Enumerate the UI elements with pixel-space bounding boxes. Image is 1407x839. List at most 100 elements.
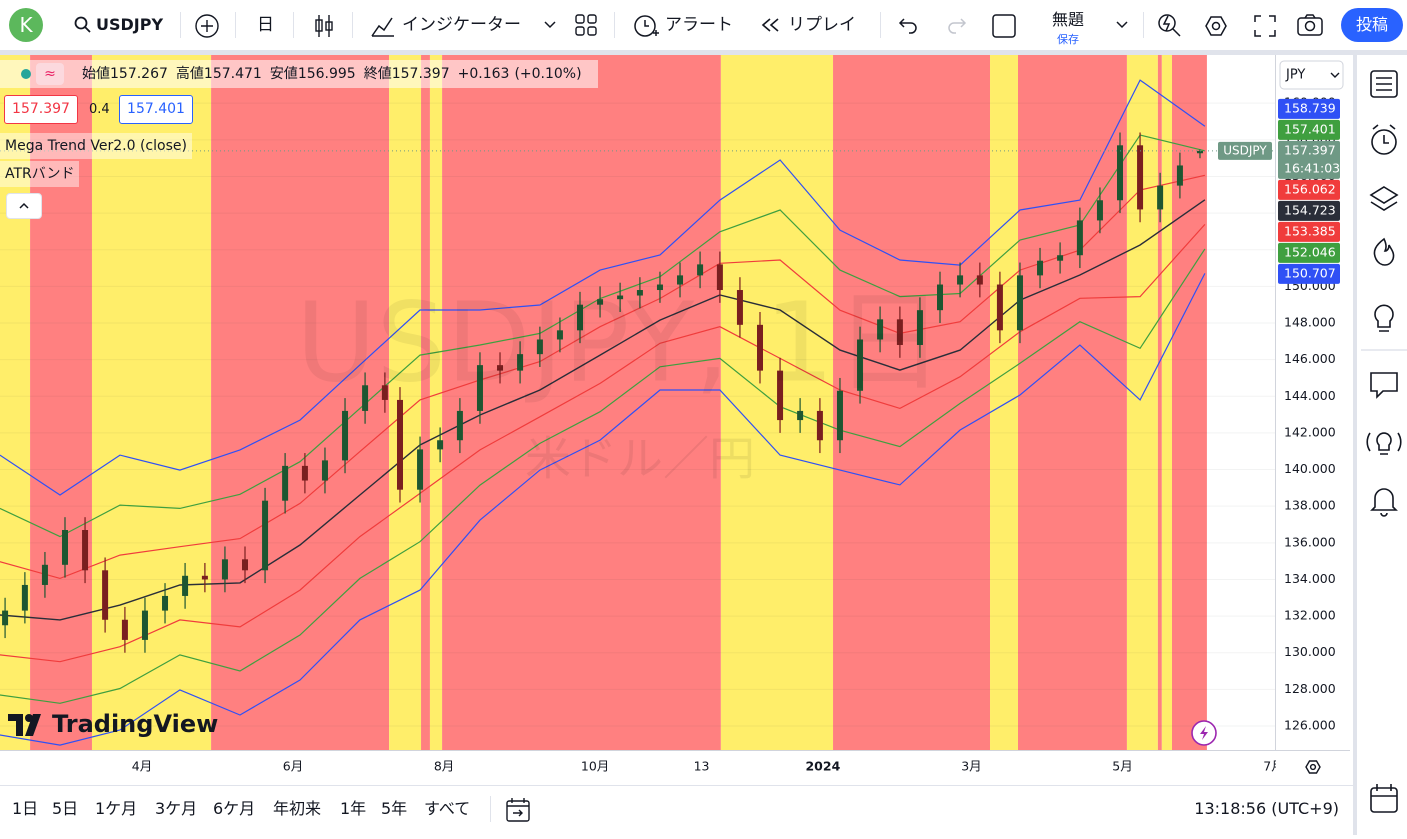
candle-body [1016, 275, 1023, 331]
candle-body [381, 385, 388, 400]
candle-body [476, 365, 483, 411]
range-button[interactable]: 5年 [381, 799, 408, 818]
range-button[interactable]: 6ケ月 [213, 799, 256, 818]
clock[interactable]: 13:18:56 (UTC+9) [1194, 799, 1339, 818]
alert-button[interactable]: アラート [665, 15, 733, 35]
band-line [0, 223, 1206, 663]
bid-box[interactable]: 157.397 [4, 95, 78, 124]
trend-zone [421, 55, 430, 750]
range-button[interactable]: 1ケ月 [95, 799, 138, 818]
range-button[interactable]: 1日 [12, 799, 39, 818]
ask-box[interactable]: 157.401 [119, 95, 193, 124]
goto-date-button[interactable] [505, 797, 531, 823]
streams-icon[interactable] [1366, 432, 1402, 455]
candle-body [636, 290, 643, 296]
indicators-button[interactable]: インジケーター [402, 15, 521, 35]
publish-button[interactable]: 投稿 [1341, 8, 1403, 42]
y-tick-label: 138.000 [1284, 498, 1336, 513]
y-tick-label: 146.000 [1284, 351, 1336, 366]
redo-button[interactable] [945, 16, 967, 34]
x-tick-label: 8月 [434, 759, 454, 774]
object-tree-icon[interactable] [1369, 186, 1399, 211]
candle-body [241, 559, 248, 571]
candle-body [716, 264, 723, 291]
candle-body [597, 299, 604, 305]
chats-icon[interactable] [1370, 372, 1398, 399]
bottom-bar: 1日 5日 1ケ月 3ケ月 6ケ月 年初来 1年 5年 すべて 13:18:56 (UTC+9) [0, 785, 1353, 836]
candle-body [396, 399, 403, 490]
settings-dot [1309, 763, 1317, 771]
layout-button[interactable] [575, 14, 597, 36]
x-tick-label: 5月 [1112, 759, 1132, 774]
symbol-tag-label: USDJPY [1223, 143, 1267, 157]
settings-button[interactable] [1203, 13, 1229, 39]
ohlc-label: 終値 [363, 66, 392, 82]
indicator-label[interactable]: Mega Trend Ver2.0 (close) [0, 133, 192, 159]
layout-name[interactable]: 無題 [1051, 10, 1084, 29]
candle-body [777, 370, 784, 421]
candle-body [321, 460, 328, 481]
candle-body [816, 410, 823, 441]
watchlist-icon[interactable] [1370, 70, 1398, 98]
candle-body [957, 275, 964, 285]
y-tick-label: 142.000 [1284, 424, 1336, 439]
ohlc-label: 安値 [269, 66, 298, 82]
range-button[interactable]: 5日 [52, 799, 79, 818]
notifications-icon[interactable] [1370, 488, 1398, 517]
avatar[interactable]: K [9, 8, 43, 42]
undo-button[interactable] [898, 16, 920, 34]
separator [235, 12, 236, 38]
layout-chevron[interactable] [1116, 20, 1128, 30]
candle-body [141, 610, 148, 640]
candle-body [976, 275, 983, 285]
countdown-label: 16:41:03 [1284, 160, 1340, 175]
compare-button[interactable] [194, 13, 220, 39]
fullscreen-layout-button[interactable] [991, 13, 1017, 39]
collapse-chevron [19, 202, 29, 209]
indicator-icon [371, 17, 394, 37]
y-tick-label: 144.000 [1284, 388, 1336, 403]
range-button[interactable]: 年初来 [273, 799, 322, 818]
candle-body [1137, 145, 1144, 210]
hotlists-icon[interactable] [1373, 237, 1395, 266]
candle-body [456, 410, 463, 441]
interval-button[interactable]: 日 [257, 15, 274, 35]
replay-button[interactable]: リプレイ [788, 15, 856, 35]
candle-body [697, 264, 704, 276]
lightning-button[interactable] [1191, 720, 1217, 746]
trend-zone [1171, 55, 1207, 750]
currency-select[interactable] [1279, 60, 1344, 90]
separator [180, 12, 181, 38]
right-sidebar [1353, 55, 1407, 835]
range-button[interactable]: 1年 [340, 799, 367, 818]
trend-zone [0, 55, 31, 750]
currency-label: JPY [1285, 68, 1305, 83]
alerts-icon[interactable] [1371, 124, 1397, 155]
candle-body [556, 330, 563, 340]
chart-type-button[interactable] [312, 13, 336, 39]
calendar-icon[interactable] [1370, 784, 1398, 813]
symbol-tag: USDJPY [1218, 141, 1272, 160]
candle-body [517, 354, 524, 371]
candle-body [301, 465, 308, 481]
settings-icon[interactable] [1305, 760, 1321, 774]
indicator-label[interactable]: ATRバンド [0, 161, 80, 187]
alert-icon [634, 15, 659, 37]
band-line [0, 273, 1206, 746]
range-button[interactable]: すべて [424, 799, 471, 818]
range-button[interactable]: 3ケ月 [155, 799, 198, 818]
ohlc-text: 始値157.267 高値157.471 安値156.995 終値157.397 +0.1… [82, 60, 582, 88]
fullscreen-button[interactable] [1253, 14, 1277, 38]
quick-search-button[interactable] [1156, 12, 1182, 38]
save-status[interactable]: 保存 [1057, 33, 1079, 46]
candle-body [1057, 255, 1064, 261]
indicators-chevron[interactable] [544, 20, 556, 30]
candle-body [262, 500, 269, 571]
collapse-button[interactable] [6, 193, 42, 219]
trend-zone [389, 55, 422, 750]
ideas-icon[interactable] [1374, 304, 1394, 332]
snapshot-button[interactable] [1296, 13, 1324, 37]
search-icon [74, 16, 91, 33]
symbol-search[interactable]: USDJPY [96, 15, 164, 34]
